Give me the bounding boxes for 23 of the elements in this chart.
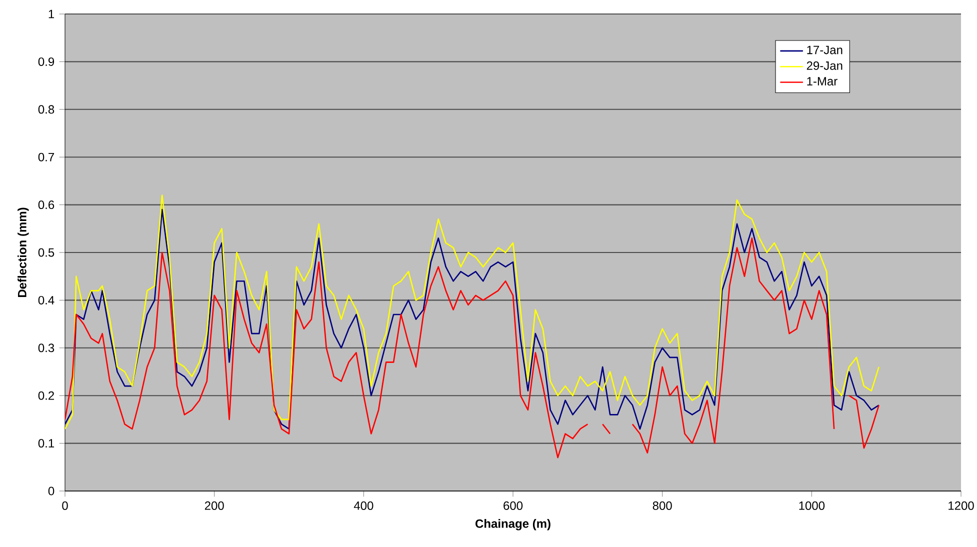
y-tick-label: 1 [48, 10, 54, 18]
y-tick-label: 0.5 [38, 248, 54, 257]
x-axis-title: Chainage (m) [476, 519, 550, 530]
x-tick-label: 0 [62, 501, 68, 510]
x-tick-label: 200 [204, 501, 224, 510]
x-tick-label: 400 [354, 501, 374, 510]
y-tick-label: 0.6 [38, 200, 54, 210]
y-tick-label: 0.1 [38, 439, 54, 448]
y-tick-label: 0 [48, 486, 54, 496]
x-tick-label: 600 [504, 501, 523, 510]
legend-label: 1-Mar [807, 77, 838, 86]
x-tick-label: 1000 [799, 501, 825, 510]
y-tick-label: 0.4 [38, 296, 54, 304]
y-axis-title: Deflection (mm) [18, 208, 29, 298]
x-tick-label: 1200 [948, 501, 974, 510]
y-tick-label: 0.2 [38, 391, 54, 400]
legend-label: 17-Jan [807, 46, 842, 54]
y-tick-label: 0.7 [38, 152, 54, 162]
y-tick-label: 0.3 [38, 344, 54, 352]
legend-label: 29-Jan [806, 61, 842, 70]
y-tick-label: 0.9 [38, 57, 54, 66]
x-tick-label: 800 [652, 501, 672, 510]
y-tick-label: 0.8 [38, 105, 54, 114]
